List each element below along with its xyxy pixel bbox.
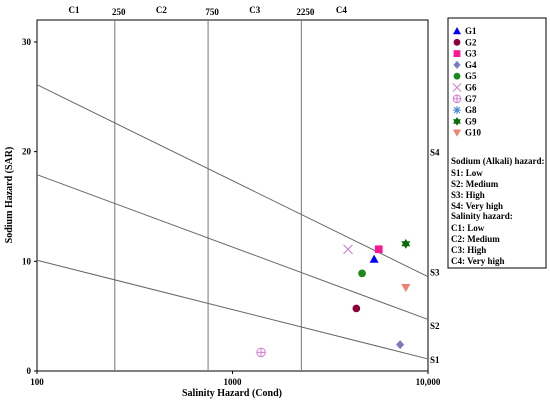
sodium-hazard-lines xyxy=(36,84,429,360)
data-point-g6 xyxy=(343,244,353,255)
legend-label: G6 xyxy=(465,83,477,93)
salinity-class-label: C3 xyxy=(249,5,260,15)
x-tick-label: 100 xyxy=(30,377,44,387)
data-point-g9 xyxy=(401,238,411,249)
legend-marker-g2 xyxy=(453,38,461,46)
data-point-g4 xyxy=(396,340,405,350)
salinity-class-label: C2 xyxy=(156,5,167,15)
x-axis-title: Salinity Hazard (Cond) xyxy=(182,388,282,399)
sodium-zone-label: S4 xyxy=(430,148,440,158)
sodium-zone-label: S2 xyxy=(430,321,440,331)
legend-marker-g7 xyxy=(452,94,462,104)
salinity-class-label: C1 xyxy=(69,5,80,15)
sodium-boundary-line xyxy=(36,84,429,278)
sodium-legend-item: S1: Low xyxy=(451,168,483,178)
axis-ticks: 0 10 20 30 100 1000 10,000 xyxy=(22,37,441,387)
salinity-legend-item: C1: Low xyxy=(451,223,485,233)
salinity-legend-item: C4: Very high xyxy=(451,256,505,266)
salinity-legend-item: C3: High xyxy=(451,245,486,255)
salinity-class-label: C4 xyxy=(336,5,347,15)
legend-frame xyxy=(447,17,547,269)
y-tick-label: 30 xyxy=(22,37,32,47)
x-tick-label: 1000 xyxy=(224,377,243,387)
sodium-boundary-line xyxy=(36,259,429,360)
legend-label: G8 xyxy=(465,105,477,115)
legend-marker-g3 xyxy=(453,50,461,57)
sodium-legend-item: S3: High xyxy=(451,190,485,200)
sodium-legend-title: Sodium (Alkali) hazard: xyxy=(451,156,545,166)
salinity-boundary-label: 750 xyxy=(205,7,219,17)
data-point-g2 xyxy=(352,304,361,313)
data-point-g5 xyxy=(358,269,366,278)
legend-label: G7 xyxy=(465,94,477,104)
y-tick-label: 10 xyxy=(22,256,32,266)
y-tick-label: 0 xyxy=(27,366,32,376)
legend-label: G10 xyxy=(465,128,482,138)
salinity-boundary-label: 250 xyxy=(112,7,126,17)
legend-label: G3 xyxy=(465,49,477,59)
legend-marker-g10 xyxy=(453,129,461,137)
salinity-legend-item: C2: Medium xyxy=(451,234,500,244)
y-axis-title: Sodium Hazard (SAR) xyxy=(4,147,15,244)
sodium-legend-item: S2: Medium xyxy=(451,179,499,189)
data-point-g1 xyxy=(369,254,379,263)
sodium-boundary-line xyxy=(36,174,429,320)
data-points xyxy=(256,238,411,358)
sodium-zone-label: S1 xyxy=(430,355,440,365)
sodium-legend-item: S4: Very high xyxy=(451,201,503,211)
data-point-g3 xyxy=(374,245,383,254)
salinity-boundary-lines: 250 750 2250 C1 C2 C3 C4 xyxy=(69,5,347,371)
legend-marker-g4 xyxy=(453,60,461,69)
salinity-legend-title: Salinity hazard: xyxy=(451,211,513,221)
legend-marker-g8 xyxy=(453,106,461,115)
plot-frame xyxy=(36,19,429,372)
zone-labels: S4 S3 S2 S1 xyxy=(430,148,440,365)
data-point-g10 xyxy=(401,284,411,293)
sodium-zone-label: S3 xyxy=(430,267,440,277)
data-point-g7 xyxy=(256,347,266,358)
legend-marker-g9 xyxy=(453,117,461,126)
legend-label: G4 xyxy=(465,60,477,70)
salinity-boundary-label: 2250 xyxy=(296,7,315,17)
y-tick-label: 20 xyxy=(22,147,32,157)
legend-label: G1 xyxy=(465,26,477,36)
legend-label: G9 xyxy=(465,116,477,126)
legend-label: G2 xyxy=(465,37,477,47)
legend-marker-g5 xyxy=(453,72,461,80)
legend-marker-g1 xyxy=(453,27,461,35)
legend-label: G5 xyxy=(465,71,477,81)
legend-marker-g6 xyxy=(452,83,462,92)
x-tick-label: 10,000 xyxy=(416,377,441,387)
